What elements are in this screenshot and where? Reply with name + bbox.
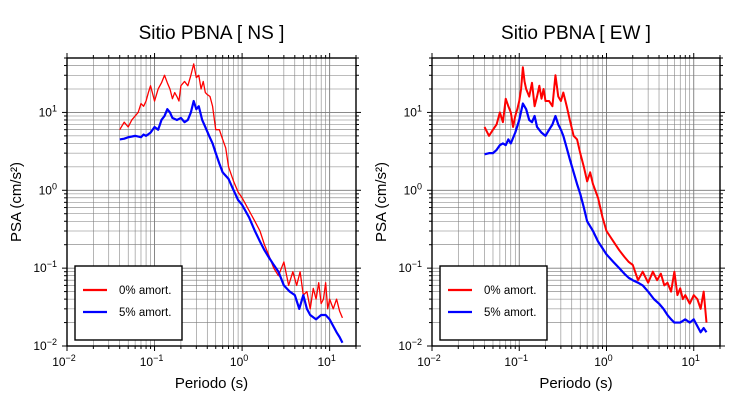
legend-box [74,265,183,341]
x-tick-label: 100 [230,353,248,369]
series-line-amort-5 [119,99,344,344]
y-tick-label: 101 [39,103,57,119]
series-line-amort-5 [484,102,708,334]
y-tick-label: 100 [39,181,57,197]
chart-title: Sitio PBNA [ NS ] [139,23,285,44]
legend-label: 5% amort. [484,307,536,319]
y-tick-label: 100 [404,181,422,197]
x-tick-label: 100 [594,353,612,369]
y-tick-label: 101 [404,103,422,119]
chart-panel-1: 10−2 10−1 100 101 10−2 10−1 100 101 Sitio PBNA [… [8,23,361,392]
x-axis-label: Periodo (s) [539,375,612,392]
x-axis-label: Periodo (s) [175,375,248,392]
plot-frame [66,57,357,347]
x-tick-label: 101 [682,353,700,369]
y-tick-label: 10−2 [33,337,57,353]
y-tick-label: 10−1 [398,259,422,275]
y-tick-label: 10−1 [33,259,57,275]
y-tick-label: 10−2 [398,337,422,353]
x-tick-label: 10−2 [417,353,441,369]
series-line-amort-0 [483,66,708,323]
legend-label: 0% amort. [484,285,536,297]
x-tick-label: 10−2 [52,353,76,369]
x-tick-label: 10−1 [504,353,528,369]
y-axis-label: PSA (cm/s²) [373,162,390,242]
series-line-amort-0 [119,63,344,319]
legend: 0% amort. 5% amort. [74,265,183,341]
y-axis-label: PSA (cm/s²) [8,162,25,242]
legend: 0% amort. 5% amort. [439,265,548,341]
legend-label: 0% amort. [119,285,171,297]
legend-box [439,265,548,341]
x-tick-label: 101 [317,353,335,369]
series-group [119,63,344,344]
chart-panel-2: 10−2 10−1 100 101 10−2 10−1 100 101 Sitio PBNA [… [373,23,725,392]
series-group [483,66,708,334]
legend-label: 5% amort. [119,307,171,319]
x-tick-label: 10−1 [140,353,164,369]
plot-frame [431,57,721,347]
chart-title: Sitio PBNA [ EW ] [501,23,651,44]
